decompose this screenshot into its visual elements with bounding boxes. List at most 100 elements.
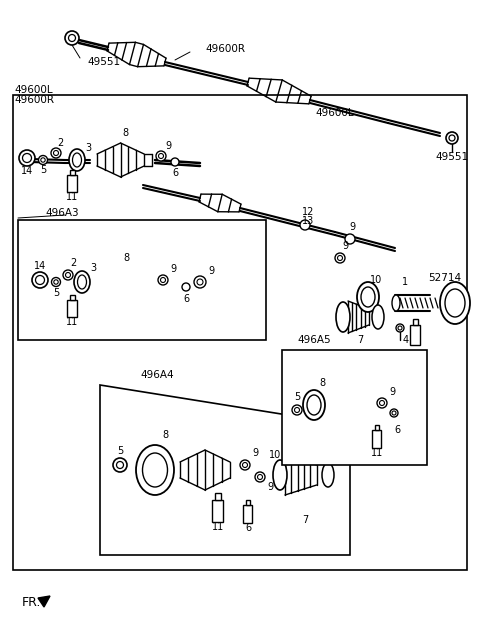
Text: FR.: FR. (22, 595, 41, 609)
Text: 11: 11 (371, 448, 383, 458)
Circle shape (65, 31, 79, 45)
Text: 5: 5 (53, 288, 59, 298)
Ellipse shape (143, 453, 168, 487)
Text: 5: 5 (294, 392, 300, 402)
Bar (70, 170, 74, 175)
Text: 9: 9 (170, 264, 176, 274)
Circle shape (240, 460, 250, 470)
Text: 9: 9 (208, 266, 214, 276)
Ellipse shape (77, 275, 86, 289)
Ellipse shape (322, 463, 334, 487)
Circle shape (158, 154, 164, 159)
Text: 11: 11 (212, 522, 224, 532)
Circle shape (449, 135, 455, 141)
Text: 6: 6 (172, 168, 178, 178)
Bar (215, 493, 221, 500)
Circle shape (156, 151, 166, 161)
Text: 3: 3 (90, 263, 96, 273)
Bar (67, 300, 77, 317)
Circle shape (398, 326, 402, 330)
Text: 49551: 49551 (87, 57, 120, 67)
Text: 14: 14 (21, 166, 33, 176)
Ellipse shape (303, 390, 325, 420)
Text: 8: 8 (319, 378, 325, 388)
Ellipse shape (336, 302, 350, 332)
Text: 1: 1 (402, 277, 408, 287)
Text: 496A3: 496A3 (45, 208, 79, 218)
Text: 4: 4 (403, 335, 409, 345)
Ellipse shape (72, 153, 82, 167)
Text: 9: 9 (389, 387, 395, 397)
Circle shape (41, 158, 45, 162)
Text: 11: 11 (66, 317, 78, 327)
Bar (412, 319, 418, 325)
Text: 9: 9 (342, 241, 348, 251)
Text: 12: 12 (302, 207, 314, 217)
Text: 7: 7 (357, 335, 363, 345)
Text: 49600L: 49600L (14, 85, 53, 95)
Text: 5: 5 (117, 446, 123, 456)
Circle shape (51, 277, 60, 286)
Circle shape (255, 472, 265, 482)
Ellipse shape (136, 445, 174, 495)
Bar (372, 430, 381, 448)
Polygon shape (100, 385, 350, 555)
Text: 14: 14 (34, 261, 46, 271)
Text: 6: 6 (245, 523, 251, 533)
Ellipse shape (357, 282, 379, 312)
Circle shape (292, 405, 302, 415)
Ellipse shape (392, 295, 400, 311)
Circle shape (117, 461, 123, 468)
Circle shape (335, 253, 345, 263)
Polygon shape (38, 596, 50, 607)
Circle shape (182, 283, 190, 291)
Text: 496A5: 496A5 (297, 335, 331, 345)
Circle shape (63, 270, 73, 280)
Circle shape (158, 275, 168, 285)
Bar (243, 505, 252, 523)
Text: 5: 5 (40, 165, 46, 175)
Text: 8: 8 (162, 430, 168, 440)
Ellipse shape (361, 287, 375, 307)
Text: 2: 2 (57, 138, 63, 148)
Circle shape (390, 409, 398, 417)
Circle shape (160, 277, 166, 283)
Text: 7: 7 (302, 515, 308, 525)
Circle shape (242, 463, 248, 468)
Ellipse shape (440, 282, 470, 324)
Text: 3: 3 (85, 143, 91, 153)
Circle shape (53, 150, 59, 155)
Text: 10: 10 (269, 450, 281, 460)
Text: 10: 10 (370, 275, 382, 285)
Text: 8: 8 (122, 128, 128, 138)
Circle shape (36, 276, 45, 284)
Ellipse shape (445, 289, 465, 317)
Circle shape (377, 398, 387, 408)
Text: 9: 9 (165, 141, 171, 151)
Text: 9: 9 (267, 482, 273, 492)
Circle shape (113, 458, 127, 472)
Circle shape (380, 401, 384, 406)
Circle shape (257, 475, 263, 480)
Ellipse shape (69, 149, 85, 171)
Ellipse shape (372, 305, 384, 329)
Text: 49600R: 49600R (14, 95, 54, 105)
Circle shape (32, 272, 48, 288)
Bar (67, 175, 77, 192)
Circle shape (23, 154, 32, 162)
Bar (212, 500, 223, 522)
Text: 6: 6 (394, 425, 400, 435)
Text: 49600L: 49600L (315, 108, 354, 118)
Text: 496A4: 496A4 (140, 370, 174, 380)
Circle shape (69, 35, 75, 42)
Bar (70, 295, 74, 300)
Circle shape (337, 255, 343, 260)
Text: 2: 2 (70, 258, 76, 268)
Bar (282, 350, 427, 465)
Text: 6: 6 (183, 294, 189, 304)
Ellipse shape (74, 271, 90, 293)
Text: 8: 8 (123, 253, 129, 263)
Circle shape (19, 150, 35, 166)
Bar (13, 95, 467, 570)
Circle shape (345, 234, 355, 244)
